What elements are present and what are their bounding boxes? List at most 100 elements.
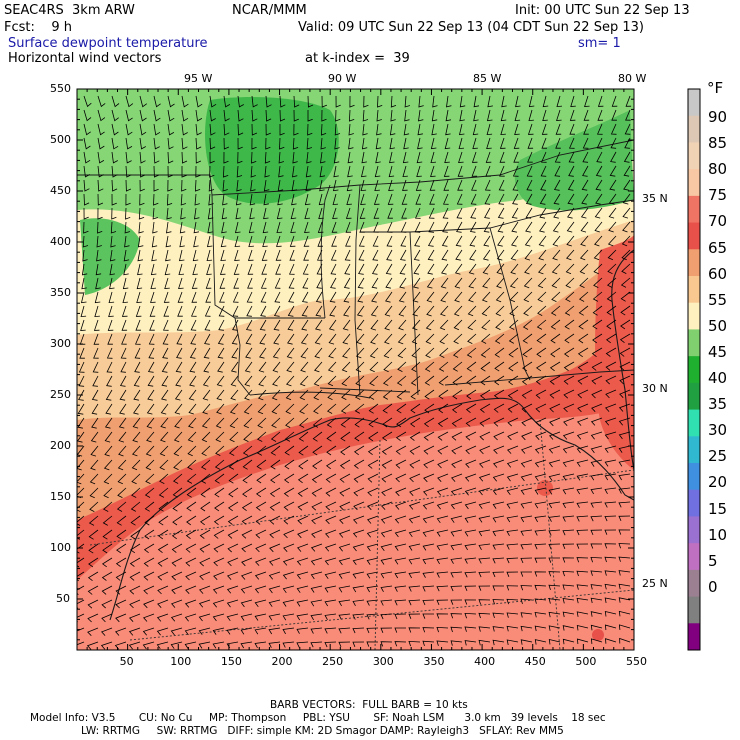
- wind-barb: [220, 249, 226, 262]
- wind-barb: [568, 165, 575, 177]
- wind-barb: [500, 123, 506, 136]
- wind-barb: [376, 123, 382, 136]
- wind-barb: [250, 179, 256, 192]
- wind-barb: [366, 529, 379, 538]
- wind-barb: [233, 277, 239, 289]
- wind-barb: [324, 627, 337, 634]
- legend-swatch: [688, 329, 700, 357]
- wind-barb: [77, 473, 85, 485]
- wind-barb: [160, 403, 169, 415]
- wind-barb: [83, 137, 91, 150]
- wind-barb: [383, 361, 393, 373]
- wind-barb: [83, 179, 90, 192]
- wind-barb: [485, 165, 491, 177]
- wind-barb: [204, 333, 211, 345]
- wind-barb: [283, 543, 295, 552]
- wind-barb: [556, 95, 563, 108]
- wind-barb: [115, 599, 127, 609]
- wind-barb: [371, 263, 379, 275]
- wind-barb: [251, 137, 257, 150]
- field-70-east: [595, 235, 634, 470]
- wind-barb: [394, 641, 407, 647]
- wind-barb: [509, 291, 519, 303]
- wind-barb: [596, 151, 603, 163]
- wind-barb: [548, 611, 561, 618]
- wind-barb: [354, 403, 365, 414]
- wind-barb: [480, 361, 491, 372]
- wind-barb: [577, 389, 589, 399]
- wind-barb: [534, 529, 547, 536]
- wind-barb: [396, 403, 407, 414]
- wind-barb: [167, 151, 174, 164]
- wind-barb: [200, 473, 211, 484]
- wind-barb: [82, 249, 88, 262]
- wind-barb: [95, 277, 101, 290]
- wind-barb: [618, 417, 631, 426]
- wind-barb: [77, 599, 85, 609]
- wind-barb: [256, 445, 267, 456]
- wind-barb: [549, 361, 561, 372]
- wind-barb: [326, 445, 337, 456]
- wind-barb: [479, 417, 491, 427]
- wind-barb: [567, 207, 575, 219]
- wind-barb: [129, 613, 141, 622]
- wind-barb: [563, 361, 575, 372]
- wind-barb: [341, 361, 351, 373]
- wind-barb: [376, 109, 382, 122]
- wind-barb: [338, 571, 351, 579]
- wind-barb: [181, 109, 189, 122]
- wind-barb: [174, 403, 183, 415]
- wind-barb: [233, 263, 240, 275]
- legend-level-label: 30: [708, 421, 728, 440]
- wind-barb: [223, 95, 231, 108]
- wind-barb: [550, 347, 561, 358]
- wind-barb: [525, 221, 533, 233]
- wind-barb: [535, 361, 547, 372]
- wind-barb: [538, 263, 547, 275]
- wind-barb: [395, 445, 407, 455]
- wind-barb: [153, 193, 159, 206]
- wind-barb: [620, 291, 631, 302]
- wind-barb: [124, 235, 130, 248]
- wind-barb: [396, 375, 407, 386]
- wind-barb: [578, 305, 589, 316]
- wind-barb: [508, 333, 519, 344]
- y-tick-label: 400: [50, 235, 71, 248]
- wind-barb: [179, 235, 185, 248]
- wind-barb: [81, 277, 87, 290]
- wind-barb: [83, 123, 91, 136]
- wind-barb: [221, 221, 227, 234]
- wind-barb: [142, 641, 155, 650]
- wind-barb: [360, 179, 367, 192]
- wind-barb: [115, 557, 127, 568]
- wind-barb: [422, 557, 435, 565]
- y-tick-label: 150: [50, 490, 71, 503]
- wind-barb: [423, 431, 435, 441]
- wind-barb: [492, 515, 505, 523]
- wind-barb: [620, 277, 631, 288]
- wind-barb: [260, 305, 267, 317]
- wind-barb: [562, 584, 575, 590]
- wind-barb: [188, 417, 197, 429]
- wind-barb: [153, 95, 161, 108]
- wind-barb: [520, 473, 533, 482]
- wind-barb: [395, 459, 407, 469]
- wind-barb: [495, 319, 505, 330]
- wind-barb: [132, 431, 141, 443]
- wind-barb: [282, 641, 295, 648]
- wind-barb: [454, 277, 463, 289]
- wind-barb: [159, 459, 169, 471]
- wind-barb: [77, 501, 85, 513]
- wind-barb: [437, 473, 449, 482]
- wind-barb: [528, 109, 534, 122]
- wind-barb: [316, 249, 323, 261]
- y-tick-label: 50: [56, 592, 70, 605]
- wind-barb: [464, 543, 477, 551]
- wind-barb: [170, 627, 183, 636]
- wind-barb: [565, 277, 575, 289]
- wind-barb: [427, 249, 435, 261]
- wind-barb: [201, 445, 211, 457]
- wind-barb: [77, 417, 85, 429]
- wind-barb: [353, 515, 365, 524]
- wind-barb: [623, 165, 631, 177]
